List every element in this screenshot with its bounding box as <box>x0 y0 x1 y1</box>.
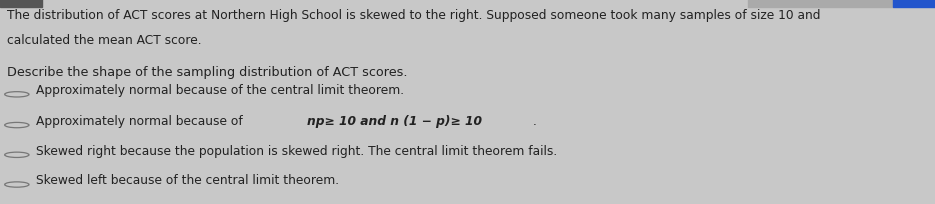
Text: Skewed right because the population is skewed right. The central limit theorem f: Skewed right because the population is s… <box>36 144 556 157</box>
Text: .: . <box>533 114 537 127</box>
Bar <box>748 0 893 8</box>
Text: Describe the shape of the sampling distribution of ACT scores.: Describe the shape of the sampling distr… <box>7 65 408 78</box>
Bar <box>0 0 42 8</box>
Text: Approximately normal because of the central limit theorem.: Approximately normal because of the cent… <box>36 84 404 96</box>
Text: np≥ 10 and n (1 − p)≥ 10: np≥ 10 and n (1 − p)≥ 10 <box>308 114 482 127</box>
Text: Approximately normal because of: Approximately normal because of <box>36 114 246 127</box>
Text: Skewed left because of the central limit theorem.: Skewed left because of the central limit… <box>36 173 338 186</box>
Text: calculated the mean ACT score.: calculated the mean ACT score. <box>7 34 202 47</box>
Bar <box>893 0 935 8</box>
Text: The distribution of ACT scores at Northern High School is skewed to the right. S: The distribution of ACT scores at Northe… <box>7 9 821 22</box>
